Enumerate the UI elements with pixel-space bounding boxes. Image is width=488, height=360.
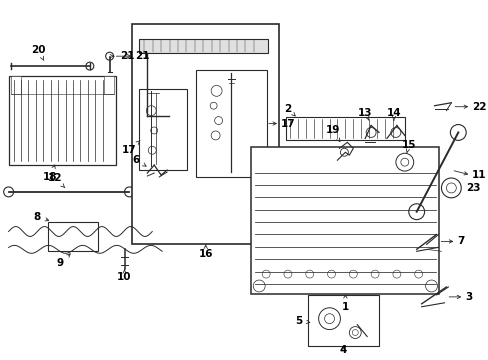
Text: 21: 21 xyxy=(135,51,150,61)
Circle shape xyxy=(446,183,455,193)
Bar xyxy=(251,147,439,294)
Text: 18: 18 xyxy=(43,165,58,182)
Circle shape xyxy=(441,178,460,198)
Text: 8: 8 xyxy=(34,212,49,222)
Circle shape xyxy=(305,270,313,278)
Text: 23: 23 xyxy=(465,183,480,193)
Text: 1: 1 xyxy=(341,295,348,312)
Circle shape xyxy=(340,148,347,156)
Text: 9: 9 xyxy=(57,254,70,268)
Bar xyxy=(139,39,267,53)
Text: 13: 13 xyxy=(357,108,372,121)
Circle shape xyxy=(449,125,465,140)
Text: 3: 3 xyxy=(464,292,471,302)
Circle shape xyxy=(324,314,334,324)
Text: 19: 19 xyxy=(325,126,339,141)
Circle shape xyxy=(211,85,222,96)
Bar xyxy=(48,222,98,251)
Text: 20: 20 xyxy=(31,45,45,60)
Circle shape xyxy=(400,158,408,166)
Circle shape xyxy=(210,102,217,109)
Circle shape xyxy=(211,131,220,140)
Bar xyxy=(103,76,113,94)
Circle shape xyxy=(284,270,291,278)
Circle shape xyxy=(146,106,156,116)
Circle shape xyxy=(253,280,264,292)
Bar xyxy=(285,117,404,140)
Circle shape xyxy=(348,327,361,338)
Circle shape xyxy=(348,270,357,278)
Text: 5: 5 xyxy=(295,316,309,326)
Circle shape xyxy=(124,187,134,197)
Circle shape xyxy=(408,204,424,220)
Text: 15: 15 xyxy=(401,140,415,153)
Bar xyxy=(9,76,115,165)
Bar xyxy=(132,24,279,244)
Circle shape xyxy=(158,168,165,176)
Text: 16: 16 xyxy=(198,245,213,259)
Circle shape xyxy=(214,117,222,125)
Text: 4: 4 xyxy=(339,345,346,355)
Circle shape xyxy=(150,127,157,134)
Circle shape xyxy=(351,329,358,336)
Text: 10: 10 xyxy=(117,269,131,282)
Circle shape xyxy=(392,270,400,278)
Circle shape xyxy=(366,127,375,138)
Circle shape xyxy=(370,270,378,278)
Text: 7: 7 xyxy=(456,237,464,246)
Circle shape xyxy=(262,270,269,278)
Circle shape xyxy=(3,187,14,197)
Circle shape xyxy=(327,270,335,278)
Text: 2: 2 xyxy=(284,104,295,116)
Text: 11: 11 xyxy=(471,170,486,180)
Circle shape xyxy=(148,146,156,154)
Text: 21: 21 xyxy=(110,51,134,61)
Circle shape xyxy=(395,153,413,171)
Circle shape xyxy=(86,62,94,70)
Text: 22: 22 xyxy=(471,102,486,112)
Text: 6: 6 xyxy=(133,155,146,166)
Text: 12: 12 xyxy=(48,173,65,188)
Text: 17: 17 xyxy=(122,141,140,155)
Circle shape xyxy=(105,52,113,60)
Circle shape xyxy=(318,308,340,329)
Bar xyxy=(195,70,266,177)
Text: 17: 17 xyxy=(281,118,295,129)
Bar xyxy=(307,295,378,346)
Circle shape xyxy=(414,270,422,278)
Circle shape xyxy=(425,280,437,292)
Bar xyxy=(139,89,186,170)
Circle shape xyxy=(147,165,155,173)
Circle shape xyxy=(390,127,400,138)
Bar xyxy=(11,76,20,94)
Text: 14: 14 xyxy=(386,108,401,121)
